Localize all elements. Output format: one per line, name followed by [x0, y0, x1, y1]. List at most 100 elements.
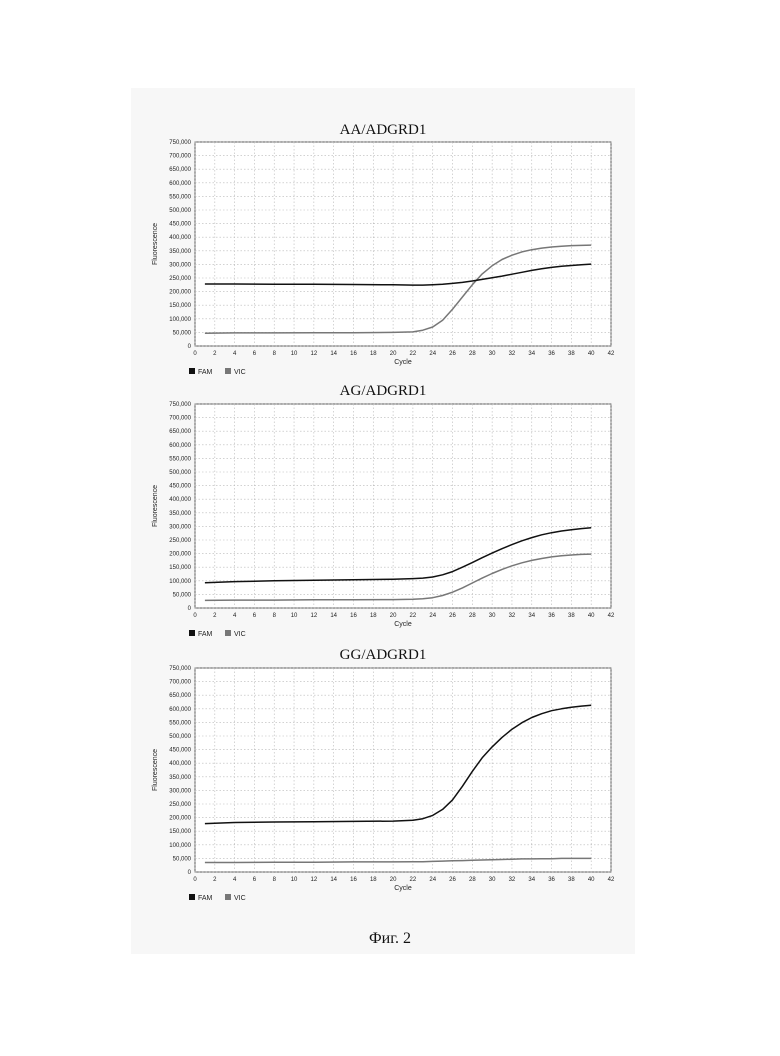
y-tick-label: 550,000 — [169, 456, 191, 462]
x-tick-label: 30 — [489, 613, 496, 619]
x-tick-label: 0 — [193, 613, 197, 619]
x-tick-label: 10 — [291, 613, 298, 619]
x-tick-label: 16 — [350, 613, 357, 619]
x-tick-label: 32 — [509, 613, 516, 619]
plot-area — [195, 668, 611, 872]
x-tick-label: 28 — [469, 613, 476, 619]
x-tick-label: 2 — [213, 351, 217, 357]
y-tick-label: 250,000 — [169, 276, 191, 282]
chart-title-aa: AA/ADGRD1 — [131, 122, 635, 139]
x-tick-label: 40 — [588, 613, 595, 619]
y-tick-label: 400,000 — [169, 235, 191, 241]
legend-swatch-fam — [189, 368, 195, 374]
x-tick-label: 40 — [588, 351, 595, 357]
x-tick-label: 4 — [233, 877, 237, 883]
y-tick-label: 50,000 — [173, 856, 192, 862]
y-tick-label: 450,000 — [169, 484, 191, 490]
y-tick-label: 250,000 — [169, 538, 191, 544]
x-tick-label: 2 — [213, 613, 217, 619]
x-tick-label: 28 — [469, 351, 476, 357]
y-tick-label: 350,000 — [169, 775, 191, 781]
x-tick-label: 42 — [608, 877, 615, 883]
x-tick-label: 6 — [253, 351, 257, 357]
y-tick-label: 600,000 — [169, 443, 191, 449]
x-tick-label: 38 — [568, 351, 575, 357]
legend-label-vic: VIC — [234, 895, 246, 902]
x-tick-label: 26 — [449, 351, 456, 357]
legend-swatch-fam — [189, 894, 195, 900]
y-tick-label: 200,000 — [169, 816, 191, 822]
y-tick-label: 150,000 — [169, 565, 191, 571]
plot-area — [195, 404, 611, 608]
y-tick-label: 0 — [188, 344, 192, 350]
y-tick-label: 250,000 — [169, 802, 191, 808]
y-tick-label: 550,000 — [169, 720, 191, 726]
x-tick-label: 12 — [311, 351, 318, 357]
x-tick-label: 16 — [350, 877, 357, 883]
x-tick-label: 0 — [193, 351, 197, 357]
x-tick-label: 6 — [253, 877, 257, 883]
x-tick-label: 28 — [469, 877, 476, 883]
y-axis-label: Fluorescence — [152, 223, 159, 265]
x-axis-label: Cycle — [394, 621, 412, 628]
x-tick-label: 10 — [291, 351, 298, 357]
x-tick-label: 22 — [410, 877, 417, 883]
y-tick-label: 150,000 — [169, 829, 191, 835]
y-tick-label: 50,000 — [173, 330, 192, 336]
x-tick-label: 26 — [449, 613, 456, 619]
legend-label-vic: VIC — [234, 369, 246, 376]
x-tick-label: 8 — [273, 877, 277, 883]
chart-title-ag: AG/ADGRD1 — [131, 383, 635, 400]
x-tick-label: 22 — [410, 351, 417, 357]
y-tick-label: 750,000 — [169, 666, 191, 672]
x-tick-label: 4 — [233, 351, 237, 357]
y-tick-label: 300,000 — [169, 524, 191, 530]
y-tick-label: 650,000 — [169, 693, 191, 699]
y-axis-label: Fluorescence — [152, 485, 159, 527]
y-axis-label: Fluorescence — [152, 749, 159, 791]
x-tick-label: 42 — [608, 613, 615, 619]
y-tick-label: 500,000 — [169, 470, 191, 476]
y-tick-label: 400,000 — [169, 761, 191, 767]
x-tick-label: 42 — [608, 351, 615, 357]
x-tick-label: 38 — [568, 613, 575, 619]
x-tick-label: 24 — [429, 613, 436, 619]
x-tick-label: 18 — [370, 877, 377, 883]
x-tick-label: 14 — [330, 613, 337, 619]
x-tick-label: 18 — [370, 613, 377, 619]
x-tick-label: 14 — [330, 877, 337, 883]
x-tick-label: 18 — [370, 351, 377, 357]
y-tick-label: 600,000 — [169, 707, 191, 713]
x-tick-label: 14 — [330, 351, 337, 357]
chart-aa-adgrd1: 0246810121416182022242628303234363840420… — [131, 138, 635, 378]
x-tick-label: 6 — [253, 613, 257, 619]
chart-title-gg: GG/ADGRD1 — [131, 647, 635, 664]
y-tick-label: 700,000 — [169, 416, 191, 422]
x-tick-label: 30 — [489, 351, 496, 357]
legend-swatch-vic — [225, 368, 231, 374]
legend-label-fam: FAM — [198, 895, 213, 902]
y-tick-label: 700,000 — [169, 154, 191, 160]
y-tick-label: 50,000 — [173, 592, 192, 598]
y-tick-label: 750,000 — [169, 140, 191, 146]
y-tick-label: 150,000 — [169, 303, 191, 309]
y-tick-label: 700,000 — [169, 680, 191, 686]
figure-page: AA/ADGRD1 024681012141618202224262830323… — [131, 88, 635, 954]
x-tick-label: 8 — [273, 613, 277, 619]
plot-area — [195, 142, 611, 346]
x-tick-label: 20 — [390, 351, 397, 357]
legend-swatch-vic — [225, 894, 231, 900]
legend-label-fam: FAM — [198, 369, 213, 376]
x-tick-label: 12 — [311, 877, 318, 883]
y-tick-label: 0 — [188, 606, 192, 612]
x-tick-label: 10 — [291, 877, 298, 883]
legend-swatch-vic — [225, 630, 231, 636]
y-tick-label: 550,000 — [169, 194, 191, 200]
x-tick-label: 2 — [213, 877, 217, 883]
figure-caption: Фиг. 2 — [0, 930, 780, 948]
x-tick-label: 30 — [489, 877, 496, 883]
x-tick-label: 40 — [588, 877, 595, 883]
y-tick-label: 300,000 — [169, 788, 191, 794]
x-tick-label: 24 — [429, 351, 436, 357]
x-tick-label: 8 — [273, 351, 277, 357]
